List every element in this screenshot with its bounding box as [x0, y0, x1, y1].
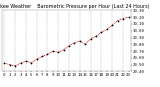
- Title: Milwaukee Weather    Barometric Pressure per Hour (Last 24 Hours): Milwaukee Weather Barometric Pressure pe…: [0, 4, 150, 9]
